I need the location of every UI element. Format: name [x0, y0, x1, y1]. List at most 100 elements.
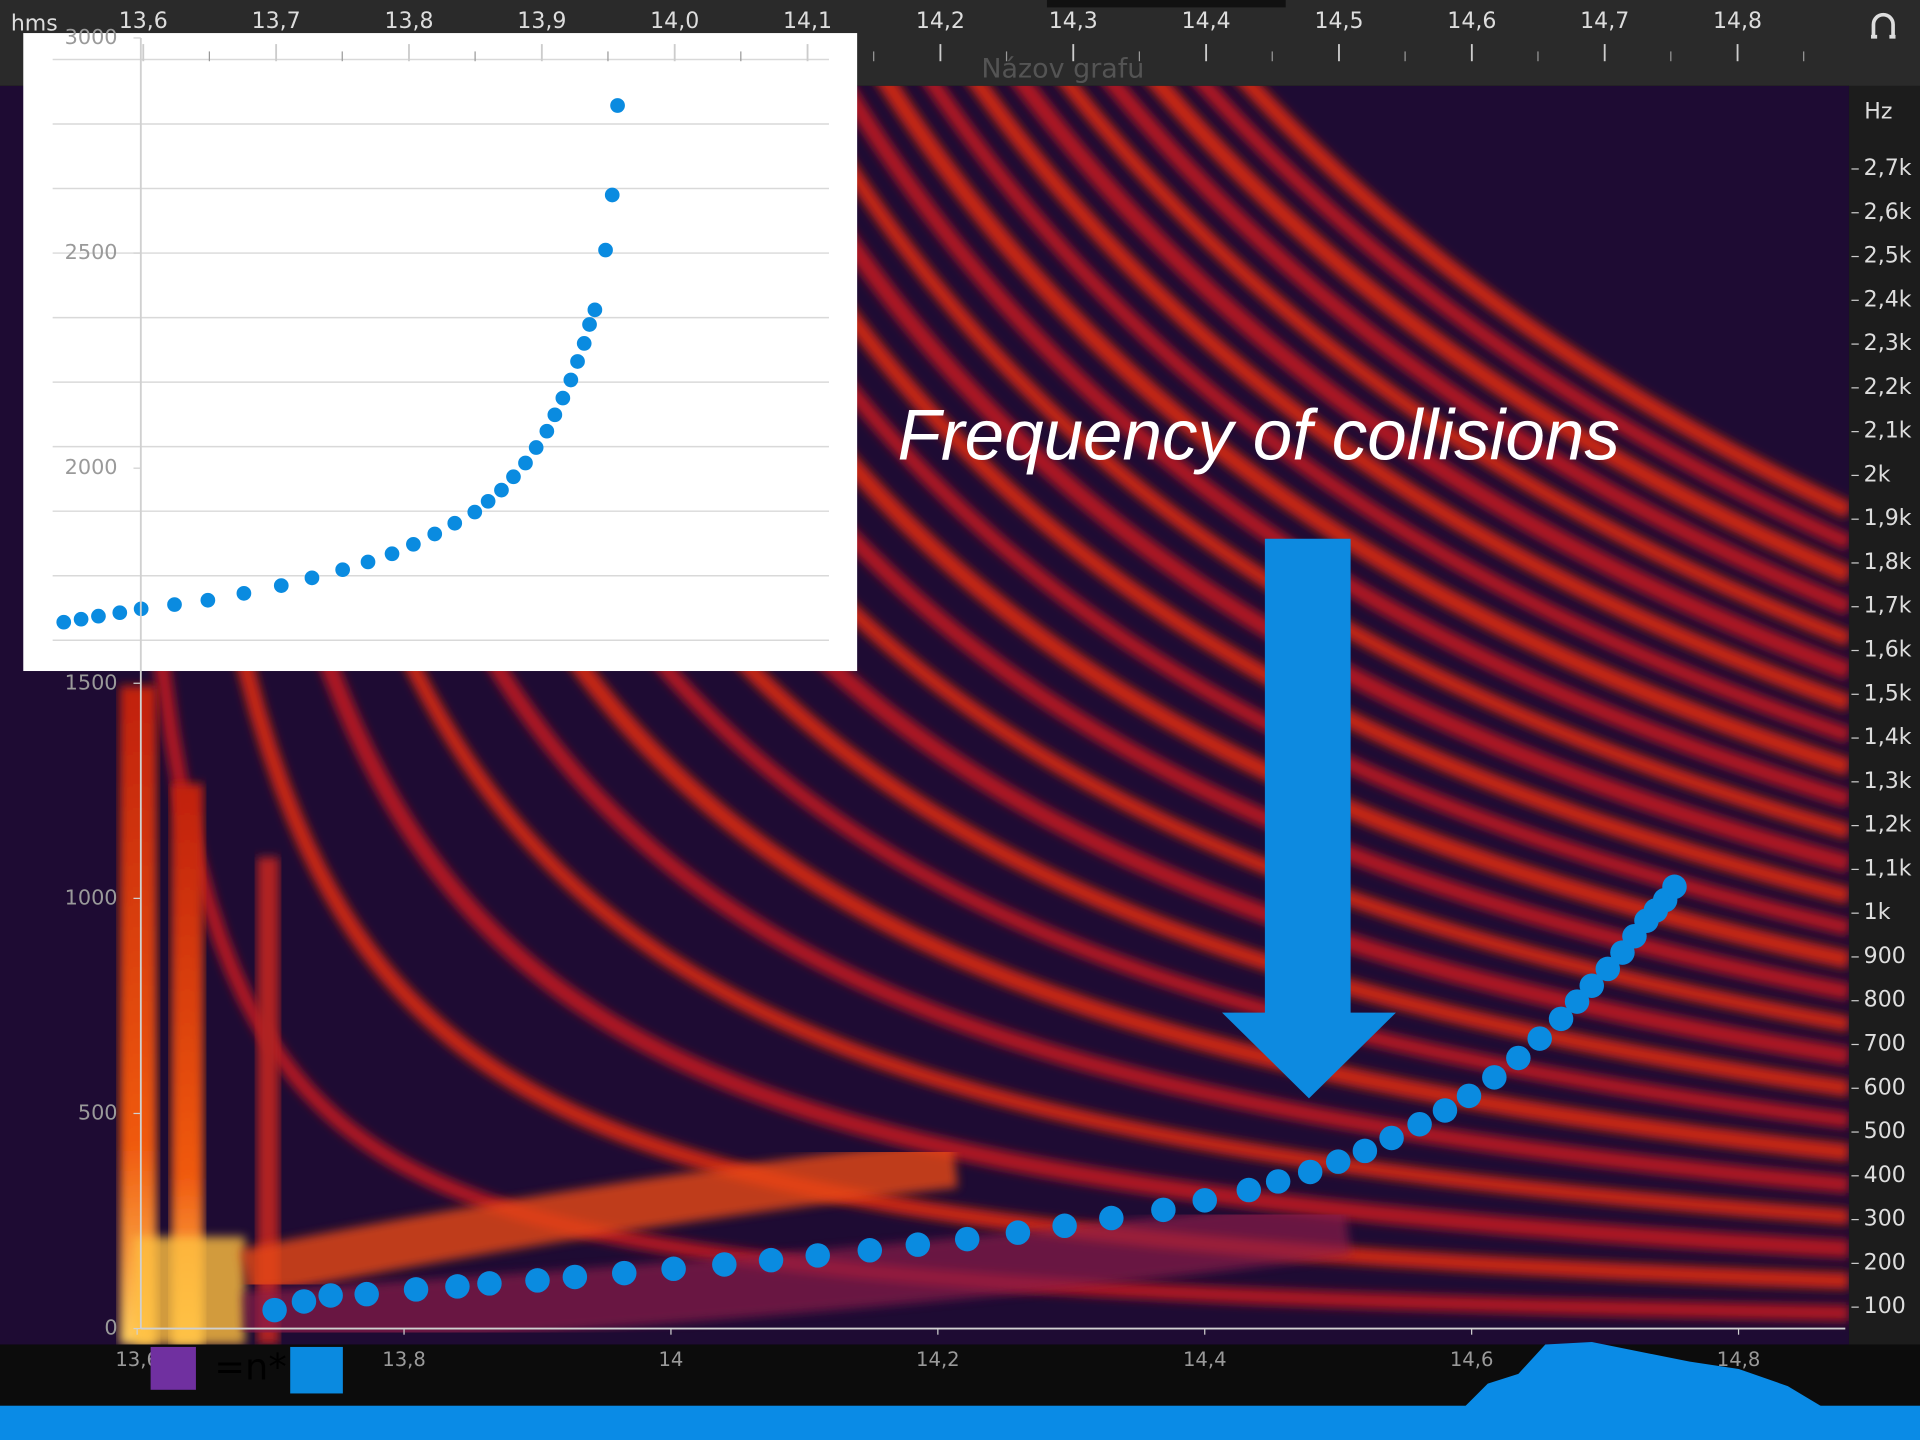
data-point [563, 1265, 587, 1289]
frequency-tick-label: 200 [1864, 1250, 1906, 1275]
data-point [858, 1238, 882, 1262]
x-tick-label: 14,8 [1717, 1348, 1761, 1371]
data-point [598, 243, 613, 258]
annotation: Frequency of collisions [898, 397, 1620, 476]
data-point [262, 1298, 286, 1322]
frequency-tick-label: 900 [1864, 944, 1906, 969]
ruler-tick-label: 14,1 [783, 9, 832, 34]
data-point [305, 571, 320, 586]
ruler-tick-label: 13,8 [384, 9, 433, 34]
ruler-handle [1047, 0, 1286, 7]
data-point [361, 555, 376, 570]
data-point [467, 505, 482, 520]
data-point [518, 456, 533, 471]
data-point [1052, 1214, 1076, 1238]
x-tick-label: 14 [658, 1348, 683, 1371]
frequency-tick-label: 500 [1864, 1119, 1906, 1144]
frequency-tick-label: 2,2k [1864, 375, 1912, 400]
data-point [539, 424, 554, 439]
frequency-tick-label: 1k [1864, 900, 1891, 925]
x-tick-label: 13,8 [382, 1348, 426, 1371]
frequency-tick-label: 300 [1864, 1207, 1906, 1232]
frequency-tick-label: 2,3k [1864, 331, 1912, 356]
frequency-tick-label: 2,5k [1864, 244, 1912, 269]
data-point [1482, 1065, 1506, 1089]
y-tick-label: 2000 [65, 455, 118, 479]
data-point [112, 605, 127, 620]
data-point [712, 1252, 736, 1276]
data-point [582, 317, 597, 332]
frequency-tick-label: 2,7k [1864, 156, 1912, 181]
data-point [167, 597, 182, 612]
y-tick-label: 1000 [65, 885, 118, 909]
data-point [1353, 1139, 1377, 1163]
frequency-tick-label: 1,7k [1864, 594, 1912, 619]
frequency-tick-label: 2,1k [1864, 419, 1912, 444]
data-point [447, 516, 462, 531]
data-point [56, 615, 71, 630]
data-point [955, 1227, 979, 1251]
data-point [529, 440, 544, 455]
data-point [564, 373, 579, 388]
data-point [1151, 1198, 1175, 1222]
frequency-tick-label: 600 [1864, 1075, 1906, 1100]
ruler-tick-label: 14,3 [1049, 9, 1098, 34]
frequency-tick-label: 1,9k [1864, 506, 1912, 531]
ruler-tick-label: 14,0 [650, 9, 699, 34]
frequency-unit: Hz [1864, 100, 1892, 125]
data-point [506, 469, 521, 484]
data-point [481, 494, 496, 509]
data-point [335, 562, 350, 577]
data-point [525, 1268, 549, 1292]
data-point [1457, 1084, 1481, 1108]
frequency-tick-label: 1,4k [1864, 725, 1912, 750]
ruler-tick-label: 14,6 [1447, 9, 1496, 34]
ruler-unit: hms [11, 11, 58, 36]
data-point [1298, 1160, 1322, 1184]
data-point [354, 1282, 378, 1306]
ruler-tick-label: 13,7 [252, 9, 301, 34]
data-point [661, 1257, 685, 1281]
x-tick-label: 14,4 [1183, 1348, 1227, 1371]
data-point [570, 354, 585, 369]
data-point [556, 391, 571, 406]
ruler-tick-label: 13,9 [517, 9, 566, 34]
data-point [577, 336, 592, 351]
data-point [1506, 1046, 1530, 1070]
data-point [1237, 1178, 1261, 1202]
frequency-tick-label: 1,3k [1864, 769, 1912, 794]
frequency-tick-label: 1,1k [1864, 856, 1912, 881]
frequency-tick-label: 1,5k [1864, 681, 1912, 706]
ruler-corner [1849, 0, 1920, 86]
data-point [385, 546, 400, 561]
data-point [1006, 1220, 1030, 1244]
data-point [445, 1274, 469, 1298]
frequency-ruler [1849, 86, 1920, 1345]
data-point [406, 537, 421, 552]
data-point [477, 1271, 501, 1295]
data-point [1266, 1169, 1290, 1193]
frequency-tick-label: 400 [1864, 1163, 1906, 1188]
frequency-tick-label: 700 [1864, 1031, 1906, 1056]
frequency-tick-label: 1,8k [1864, 550, 1912, 575]
y-tick-label: 500 [78, 1100, 118, 1124]
x-tick-label: 14,2 [916, 1348, 960, 1371]
data-point [547, 407, 562, 422]
y-tick-label: 3000 [65, 25, 118, 49]
data-point [494, 483, 509, 498]
data-point [237, 586, 252, 601]
frequency-tick-label: 800 [1864, 988, 1906, 1013]
data-point [1193, 1188, 1217, 1212]
data-point [1662, 875, 1686, 899]
data-point [906, 1232, 930, 1256]
legend-purple-box [151, 1347, 196, 1390]
footer-bar [0, 1406, 1920, 1440]
y-tick-label: 0 [104, 1316, 117, 1340]
frequency-tick-label: 2,4k [1864, 287, 1912, 312]
data-point [427, 527, 442, 542]
frequency-tick-label: 2,6k [1864, 200, 1912, 225]
data-point [292, 1289, 316, 1313]
data-point [1527, 1026, 1551, 1050]
data-point [605, 188, 620, 203]
frequency-tick-label: 1,6k [1864, 638, 1912, 663]
